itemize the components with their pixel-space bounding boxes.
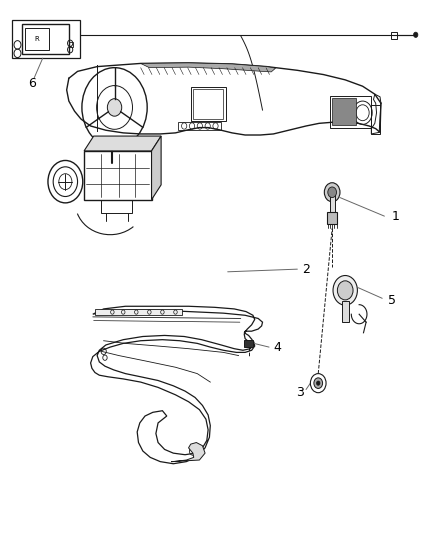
Circle shape	[333, 276, 357, 305]
Circle shape	[337, 281, 353, 300]
Bar	[329, 192, 335, 213]
Bar	[69, 42, 73, 47]
Circle shape	[314, 378, 322, 389]
Bar	[332, 99, 356, 125]
Bar	[178, 122, 221, 130]
Circle shape	[413, 32, 418, 37]
Text: 5: 5	[388, 294, 396, 307]
Bar	[391, 31, 397, 38]
Text: 4: 4	[274, 341, 282, 353]
Bar	[342, 301, 349, 322]
Polygon shape	[84, 136, 161, 151]
Bar	[193, 89, 223, 119]
Bar	[22, 23, 69, 54]
Circle shape	[107, 99, 122, 116]
Text: R: R	[35, 36, 39, 42]
Bar	[12, 20, 80, 58]
Bar	[102, 200, 132, 213]
Polygon shape	[171, 442, 205, 462]
Bar	[95, 309, 182, 316]
Bar	[84, 151, 152, 200]
Bar	[371, 105, 380, 134]
Bar	[327, 213, 337, 224]
Polygon shape	[141, 63, 276, 72]
Circle shape	[324, 183, 340, 202]
Text: 3: 3	[296, 386, 304, 399]
Circle shape	[317, 381, 320, 385]
Polygon shape	[152, 136, 161, 200]
Bar	[25, 28, 49, 50]
Text: 6: 6	[28, 77, 36, 90]
Bar	[244, 340, 253, 347]
Text: 2: 2	[302, 263, 310, 276]
Bar	[330, 96, 371, 127]
Text: 1: 1	[391, 209, 399, 223]
Circle shape	[328, 187, 336, 198]
Bar	[191, 87, 226, 121]
